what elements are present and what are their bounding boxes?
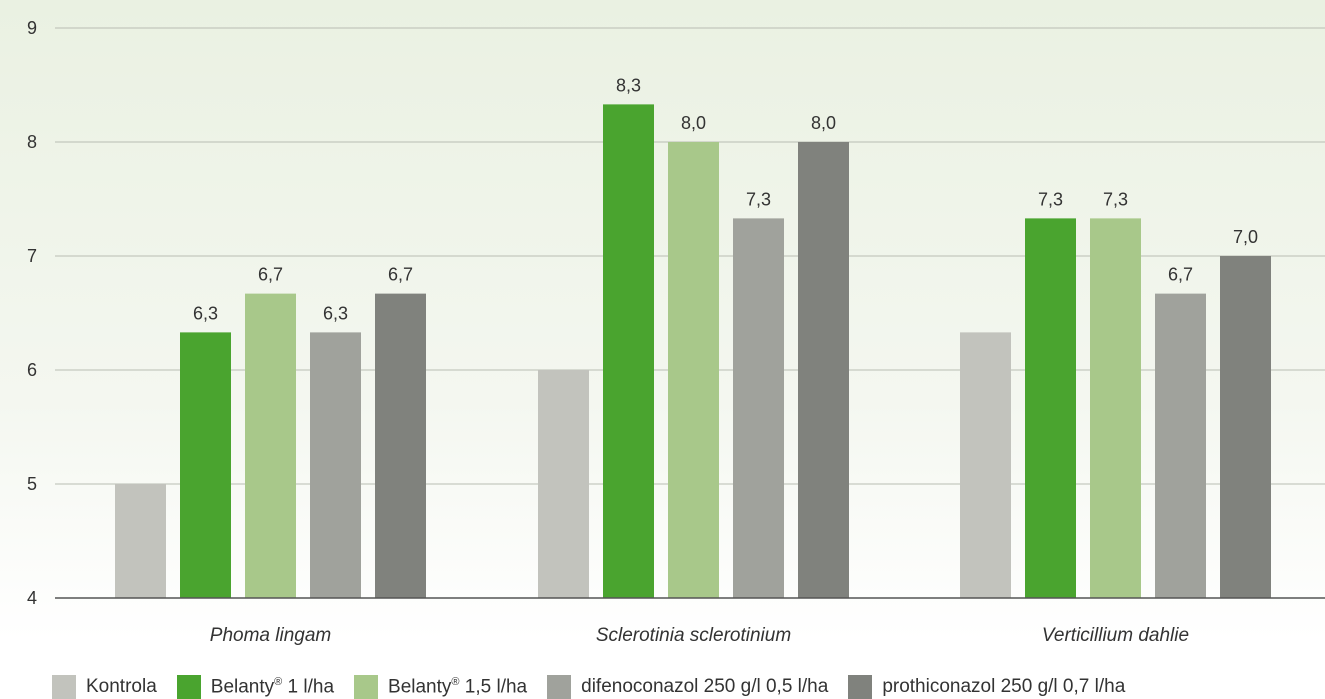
legend-item-prothiconazol: prothiconazol 250 g/l 0,7 l/ha: [848, 675, 1125, 699]
legend-label-prothiconazol: prothiconazol 250 g/l 0,7 l/ha: [882, 676, 1126, 697]
legend-swatch-kontrola: [52, 675, 76, 699]
bar-value-label: 6,7: [1168, 265, 1193, 285]
category-labels: Phoma lingam Sclerotinia sclerotinium Vert…: [210, 625, 1189, 646]
y-tick-label: 9: [27, 18, 37, 38]
bar-value-label: 8,0: [681, 113, 706, 133]
legend-swatch-belanty-15: [354, 675, 379, 699]
category-label: Sclerotinia sclerotinium: [596, 625, 791, 646]
legend-swatch-belanty-1: [176, 675, 201, 699]
bar: [603, 104, 654, 598]
legend-label-belanty-1-reg: ®: [274, 675, 283, 688]
legend-label-belanty-15-name: Belanty: [388, 676, 452, 698]
legend: Kontrola Belanty® 1 l/ha Belanty® 1,5 l/…: [52, 675, 1145, 699]
bar: [115, 484, 166, 598]
legend-label-kontrola: Kontrola: [86, 676, 157, 697]
y-tick-label: 4: [27, 588, 37, 608]
legend-item-difenoconazol: difenoconazol 250 g/l 0,5 l/ha: [547, 675, 828, 699]
category-label: Verticillium dahlie: [1042, 625, 1189, 646]
bars: [115, 104, 1271, 598]
bar-value-label: 6,7: [388, 265, 413, 285]
bar: [1025, 218, 1076, 598]
legend-label-belanty-15-rate: 1,5 l/ha: [459, 676, 528, 698]
bar: [375, 293, 426, 598]
value-labels: 6,3 6,7 6,3 6,7 8,3 8,0 7,3 8,0 7,3 7,3 6,7 7,0: [193, 75, 1258, 323]
bar-value-label: 6,3: [193, 303, 218, 323]
legend-label-belanty-1-rate: 1 l/ha: [282, 676, 335, 698]
bar: [1090, 218, 1141, 598]
bar-value-label: 8,0: [811, 113, 836, 133]
legend-label-belanty-15-reg: ®: [451, 675, 460, 688]
legend-item-belanty-15: Belanty® 1,5 l/ha: [354, 675, 527, 699]
y-tick-label: 5: [27, 474, 37, 494]
bar-value-label: 6,7: [258, 265, 283, 285]
legend-swatch-difenoconazol: [547, 675, 572, 699]
legend-label-belanty-1: Belanty® 1 l/ha: [211, 676, 334, 698]
legend-item-kontrola: Kontrola: [52, 675, 157, 699]
bar: [245, 293, 296, 598]
category-label: Phoma lingam: [210, 625, 331, 646]
bar: [1155, 293, 1206, 598]
bar: [538, 370, 589, 598]
legend-label-belanty-1-name: Belanty: [210, 676, 275, 698]
bar-value-label: 7,3: [1038, 189, 1063, 209]
y-tick-label: 7: [27, 246, 37, 266]
bar-value-label: 7,3: [1103, 189, 1128, 209]
legend-item-belanty-1: Belanty® 1 l/ha: [176, 675, 334, 699]
bar: [798, 142, 849, 598]
bar: [1220, 256, 1271, 598]
bar: [180, 332, 231, 598]
legend-label-belanty-15: Belanty® 1,5 l/ha: [388, 676, 527, 698]
bar: [668, 142, 719, 598]
y-tick-label: 6: [27, 360, 37, 380]
y-tick-label: 8: [27, 132, 37, 152]
bar-value-label: 6,3: [323, 303, 348, 323]
legend-swatch-prothiconazol: [848, 675, 873, 699]
bar: [310, 332, 361, 598]
bar-chart: 4 5 6 7 8 9 6,3 6,7 6,3 6,7 8,3 8,0 7,3 8,0 7,3 7,3 6,7…: [27, 18, 1325, 646]
legend-label-difenoconazol: difenoconazol 250 g/l 0,5 l/ha: [581, 676, 829, 697]
bar: [960, 332, 1011, 598]
bar: [733, 218, 784, 598]
bar-value-label: 7,3: [746, 189, 771, 209]
y-axis-ticks: 4 5 6 7 8 9: [27, 18, 37, 608]
bar-value-label: 7,0: [1233, 227, 1258, 247]
bar-value-label: 8,3: [616, 75, 641, 95]
